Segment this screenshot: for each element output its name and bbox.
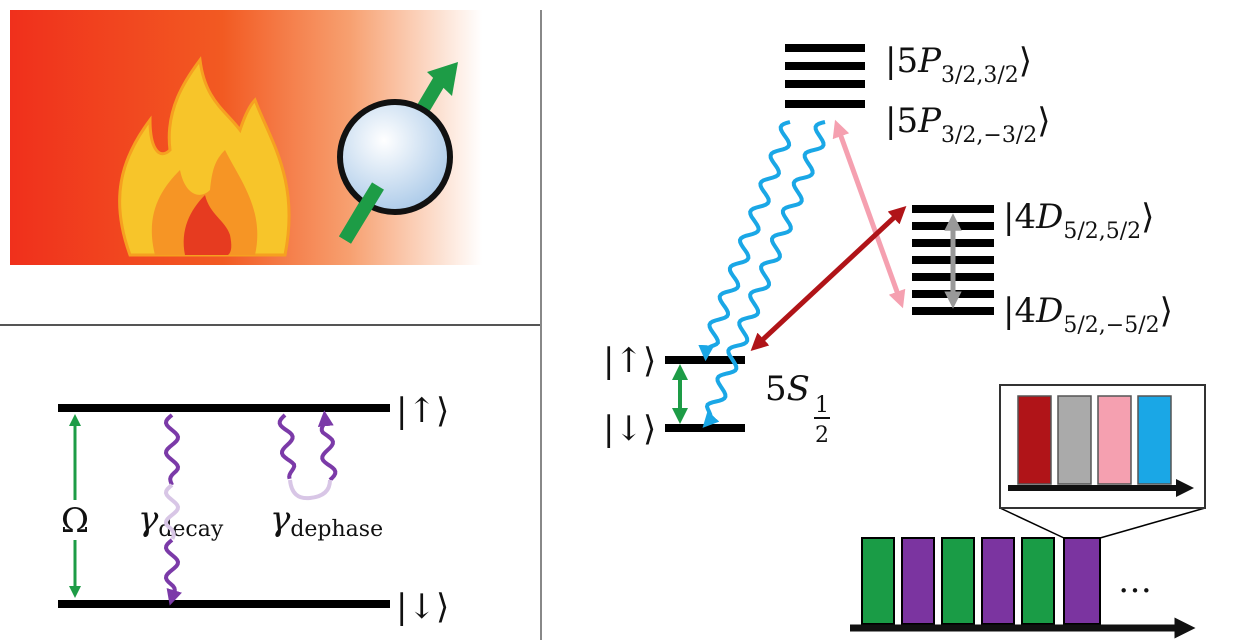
state-label: |↓⟩ [396, 587, 449, 627]
repump-arrow [838, 128, 900, 300]
p-levels [785, 44, 865, 108]
state-label: |↑⟩ [603, 341, 656, 381]
decay-wave [166, 415, 178, 485]
decay-label: γdecay [138, 499, 224, 542]
level-label: |5P3/2,−3/2⟩ [885, 101, 1051, 148]
level-label: |4D5/2,−5/2⟩ [1003, 291, 1173, 338]
dephase-label: γdephase [270, 499, 383, 542]
s-fraction-num: 1 [815, 393, 829, 418]
dephase-wave [290, 480, 330, 498]
rabi-label: Ω [61, 501, 89, 541]
decay-wave [166, 540, 178, 598]
ellipsis: … [1118, 561, 1152, 601]
quadrupole-arrow [757, 212, 900, 345]
level-label: |4D5/2,5/2⟩ [1003, 197, 1154, 244]
state-label: |↓⟩ [603, 409, 656, 449]
s-fraction-den: 2 [815, 423, 829, 448]
level-label: |5P3/2,3/2⟩ [885, 41, 1032, 88]
figure: Ω |↑⟩ |↓⟩ γdecay γdephase |5P3/2,3/2⟩ |5… [0, 0, 1256, 640]
dephase-wave [280, 415, 295, 479]
state-label: |↑⟩ [396, 391, 449, 431]
dephase-wave [322, 418, 336, 480]
s-label: 5S [765, 369, 810, 409]
